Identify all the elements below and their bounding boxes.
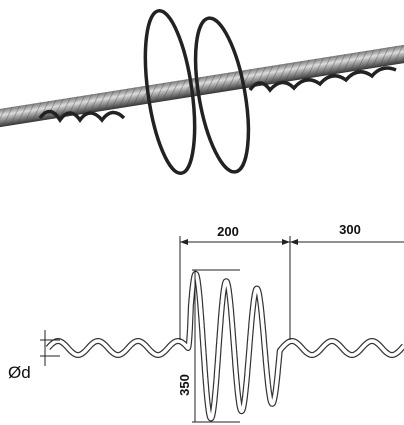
- wire-drawing: [45, 270, 404, 422]
- dimension-label: 350: [177, 374, 192, 396]
- cable: [0, 43, 404, 129]
- dimension-lines: [40, 236, 404, 423]
- wire: [46, 272, 404, 421]
- wire: [45, 270, 404, 422]
- spiral-wire: [38, 8, 397, 176]
- diameter-label: Ød: [8, 363, 31, 382]
- dimension-label: 300: [339, 222, 361, 237]
- dimension-label: 200: [217, 224, 239, 239]
